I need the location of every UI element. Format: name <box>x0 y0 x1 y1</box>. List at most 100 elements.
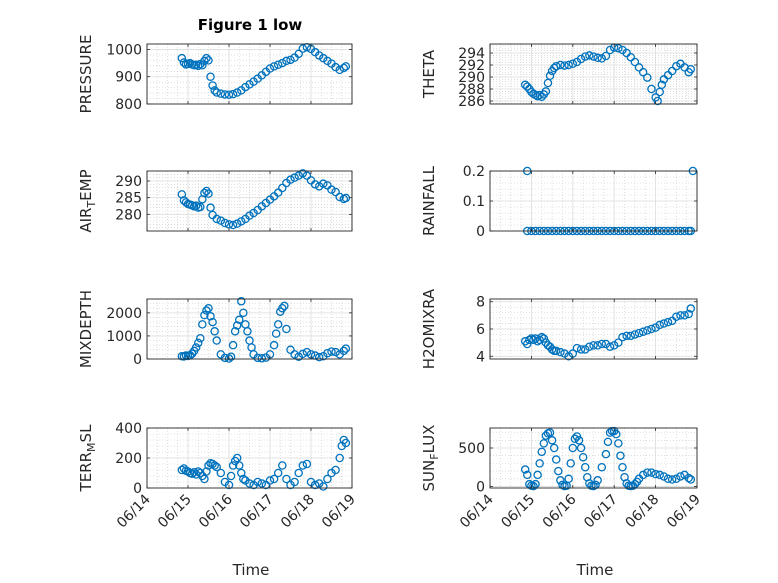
data-point <box>331 465 340 475</box>
data-point <box>253 353 262 363</box>
data-point <box>314 352 324 362</box>
data-point <box>341 438 351 448</box>
data-point <box>560 61 569 70</box>
y-tick-label: 0 <box>133 352 142 368</box>
data-point <box>226 471 236 481</box>
y-tick-label: 4 <box>476 349 485 365</box>
data-point <box>298 169 308 178</box>
data-point <box>239 308 248 318</box>
data-point <box>206 203 215 212</box>
data-point <box>551 455 561 464</box>
data-point <box>280 301 289 311</box>
data-point <box>626 331 636 341</box>
data-point <box>216 216 226 225</box>
data-point <box>603 437 613 447</box>
y-tick-label: 0 <box>476 224 485 240</box>
data-point <box>339 346 349 356</box>
data-point <box>537 332 547 342</box>
x-tick-label: 06/14 <box>114 491 154 531</box>
data-point <box>686 475 696 484</box>
figure-title: Figure 1 low <box>198 16 303 34</box>
data-point <box>265 476 275 485</box>
data-point <box>556 476 565 485</box>
data-point <box>341 344 351 353</box>
data-point <box>564 60 573 70</box>
data-point <box>564 474 573 484</box>
data-point <box>234 315 244 325</box>
data-point <box>185 58 195 68</box>
subplot-rainfall: 0 0.1 0.2 RAINFALL <box>420 164 698 240</box>
data-point <box>576 54 586 64</box>
data-point <box>672 61 681 71</box>
y-tick-label: 288 <box>458 82 485 98</box>
y-tick-label: 400 <box>115 421 142 437</box>
y-axis-label: THETA <box>420 49 438 99</box>
data-point <box>204 56 213 65</box>
data-point <box>212 214 221 224</box>
data-point <box>196 333 205 343</box>
data-point <box>618 462 627 472</box>
y-tick-label: 0.1 <box>463 194 485 210</box>
data-point <box>523 82 532 91</box>
y-tick-label: 286 <box>458 94 485 110</box>
data-point <box>556 347 565 357</box>
data-point <box>597 54 607 63</box>
x-tick-label: 06/16 <box>540 491 580 531</box>
data-point <box>323 348 332 358</box>
data-point <box>319 179 328 188</box>
x-tick-label: 06/19 <box>664 492 704 532</box>
data-point <box>651 469 660 479</box>
axes-box <box>146 43 353 105</box>
x-tick-label: 06/14 <box>457 491 497 531</box>
data-point <box>618 332 627 342</box>
data-point <box>210 461 219 470</box>
axes-box <box>489 43 698 105</box>
x-tick-label: 06/19 <box>319 492 359 532</box>
data-point <box>684 473 693 483</box>
data-point <box>545 71 555 81</box>
data-point <box>294 468 303 478</box>
data-point <box>237 297 246 306</box>
subplot-terr-msl: 0 200 400 TERRMSL 06/14 06/15 06/16 06/17 06/18 0… <box>77 421 359 531</box>
data-point <box>282 56 291 66</box>
data-point <box>630 330 640 339</box>
data-point <box>224 90 234 99</box>
data-point <box>547 436 557 445</box>
x-tick-label: 06/18 <box>623 492 663 532</box>
data-point <box>224 354 234 363</box>
data-point <box>224 220 234 229</box>
data-point <box>601 51 611 61</box>
data-point <box>676 311 685 320</box>
data-point <box>574 436 584 445</box>
data-point <box>290 477 299 487</box>
data-point <box>667 475 677 484</box>
data-point <box>585 51 594 60</box>
data-point <box>643 73 652 82</box>
data-point <box>331 187 340 197</box>
data-point <box>643 326 652 335</box>
x-axis-label-left: Time <box>232 561 270 579</box>
data-point <box>630 57 640 67</box>
data-point <box>541 87 551 96</box>
subplot-mixdepth: 0 1000 2000 MIXDEPTH <box>77 290 353 368</box>
data-point <box>323 474 332 484</box>
data-point <box>529 335 538 345</box>
y-tick-label: 0.2 <box>463 164 485 180</box>
data-point <box>286 175 295 184</box>
subplot-pressure: 800 900 1000 PRESSURE <box>77 35 353 113</box>
data-point <box>220 90 230 99</box>
data-point <box>196 202 205 212</box>
data-point <box>570 434 580 444</box>
data-point <box>566 459 575 468</box>
y-tick-label: 0 <box>133 481 142 497</box>
data-point <box>290 350 299 359</box>
data-point <box>232 453 242 463</box>
data-point <box>294 171 303 180</box>
data-point <box>273 468 283 478</box>
data-point <box>593 53 602 63</box>
data-point <box>638 67 648 77</box>
data-point <box>614 439 623 448</box>
data-point <box>539 439 549 448</box>
